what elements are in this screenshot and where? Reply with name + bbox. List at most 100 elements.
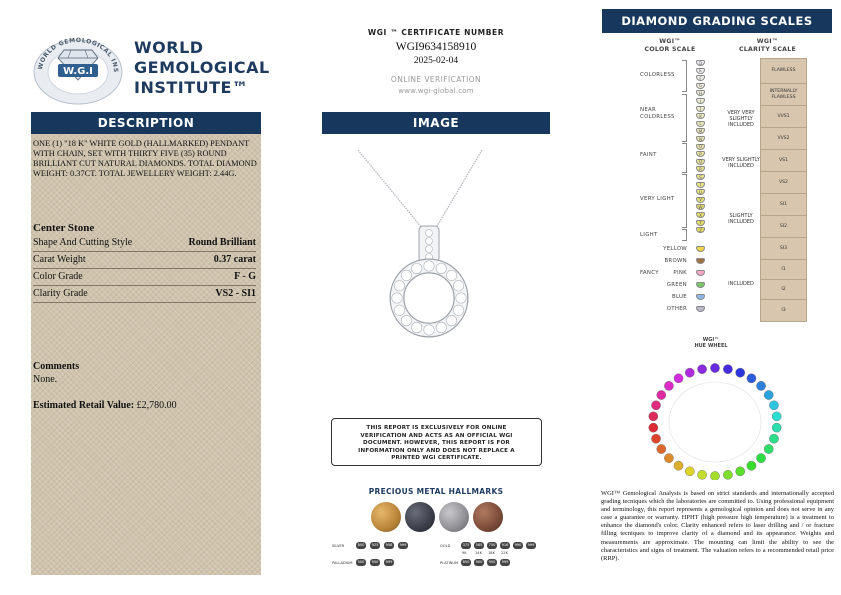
hue-swatch [771, 411, 782, 422]
color-group-label: VERY LIGHT [640, 196, 675, 202]
hue-swatch [769, 400, 779, 411]
color-group-label: COLORLESS [640, 72, 675, 78]
hallmark-badge: 916 [500, 542, 510, 549]
ring-diamond [446, 315, 458, 327]
platinum-label: PLATINUM [440, 561, 459, 565]
ring-diamond [400, 315, 412, 327]
website-link[interactable]: www.wgi-global.com [398, 87, 474, 95]
ring-diamond [435, 322, 447, 334]
fancy-color-label: PINK [673, 270, 687, 276]
diamond-color-gem-icon [696, 128, 705, 135]
hue-swatch [756, 453, 766, 463]
hue-swatch [664, 453, 674, 463]
hue-swatch [673, 460, 684, 471]
grading-scales-heading: DIAMOND GRADING SCALES [602, 9, 832, 33]
color-letter: R [699, 166, 702, 172]
hallmark-badge: 990 [513, 542, 523, 549]
row-label: Shape And Cutting Style [33, 237, 133, 248]
diamond-color-gem-icon [696, 75, 705, 82]
hue-swatch [735, 367, 746, 378]
hallmark-badge: 585 [474, 542, 484, 549]
online-verification-label: ONLINE VERIFICATION [390, 75, 482, 84]
hue-swatch [723, 364, 733, 374]
diamond-color-gem-icon [696, 113, 705, 120]
diamond-color-gem-icon [696, 189, 705, 196]
fancy-color-list: YELLOW BROWN PINK GREEN BLUE OTHER [655, 0, 715, 320]
ring-diamond [400, 269, 412, 281]
ring-diamond [411, 322, 423, 334]
color-letter: P [699, 151, 702, 157]
diamond-color-gem-icon [696, 143, 705, 150]
certificate-date: 2025-02-04 [413, 56, 459, 66]
fancy-label: FANCY [640, 270, 659, 276]
hue-swatch [710, 363, 720, 373]
diamond-color-gem-icon [696, 181, 705, 188]
hue-swatch [710, 471, 720, 480]
center-stone-title: Center Stone [33, 222, 95, 234]
fancy-color-gem-icon [696, 258, 705, 264]
fancy-color-label: BLUE [672, 294, 687, 300]
diamond-color-gem-icon [696, 90, 705, 97]
diamond-color-gem-icon [696, 105, 705, 112]
hue-swatch [673, 373, 684, 384]
color-letter: J [699, 106, 702, 112]
color-letter: L [699, 121, 702, 127]
certificate-number: WGI9634158910 [395, 41, 477, 53]
silver-label: SILVER [332, 544, 345, 548]
fancy-color-label: OTHER [666, 306, 687, 312]
hue-swatch [746, 373, 757, 384]
color-letter: U [699, 189, 702, 195]
hallmark-badge: 958 [384, 542, 394, 549]
clarity-grade: I1 [761, 260, 806, 280]
hallmark-badge: 999 [398, 542, 408, 549]
diamond-color-gem-icon [696, 136, 705, 142]
diamond-color-gem-icon [696, 151, 705, 158]
gemological-analysis-disclaimer: WGI™ Gemological Analysis is based on st… [601, 490, 834, 562]
hallmark-badge: 800 [356, 542, 366, 549]
fancy-color-gem-icon [696, 294, 705, 300]
clarity-grade: I2 [761, 280, 806, 300]
clarity-scale-column: FLAWLESS INTERNALLY FLAWLESS VVS1 VVS2 V… [760, 58, 807, 322]
hallmark-badge: 375 [461, 542, 471, 549]
color-group-bracket [682, 60, 687, 92]
hallmark-badge: 999 [500, 559, 510, 566]
diamond-color-gem-icon [696, 174, 705, 180]
hue-swatch [648, 411, 659, 422]
certificate-label: WGI ™ CERTIFICATE NUMBER [367, 28, 505, 37]
ring-diamond [411, 262, 423, 274]
fancy-color-gem-icon [696, 306, 705, 312]
description-heading: DESCRIPTION [31, 112, 261, 134]
hue-swatch [763, 390, 774, 400]
hue-swatch [769, 433, 779, 444]
fancy-color-label: YELLOW [663, 246, 687, 252]
seal-initials: W.G.I [63, 66, 93, 77]
comments-value: None. [33, 374, 58, 385]
hallmark-badge: 500 [356, 559, 366, 566]
diamond-color-gem-icon [696, 219, 705, 226]
color-group-bracket [682, 174, 687, 228]
color-group-label: NEAR COLORLESS [640, 107, 675, 120]
description-text: ONE (1) "18 K" WHITE GOLD (HALLMARKED) P… [33, 139, 257, 178]
hallmark-badge: 999 [526, 542, 536, 549]
hallmark-badge: 850 [461, 559, 471, 566]
hue-swatch [723, 470, 733, 480]
hallmark-badge: 750 [487, 542, 497, 549]
image-heading: IMAGE [322, 112, 550, 134]
palladium-label: PALLADIUM [332, 561, 353, 565]
silver-coin-icon [439, 502, 469, 532]
hallmark-badge: 999 [384, 559, 394, 566]
hue-wheel [648, 363, 782, 480]
fancy-color-gem-icon [696, 270, 705, 276]
diamond-color-gem-icon [696, 67, 705, 74]
color-letter: G [698, 83, 703, 89]
estimated-retail-value: Estimated Retail Value: £2,780.00 [33, 400, 177, 411]
color-letter: I [699, 98, 702, 104]
hue-swatch [771, 422, 782, 433]
karat-label: 14K [475, 551, 482, 555]
color-letter: Z [699, 227, 702, 233]
diamond-color-gem-icon [696, 82, 705, 89]
clarity-grade: SI1 [761, 194, 806, 216]
diamond-color-gem-icon [696, 196, 705, 203]
row-label: Carat Weight [33, 254, 86, 265]
